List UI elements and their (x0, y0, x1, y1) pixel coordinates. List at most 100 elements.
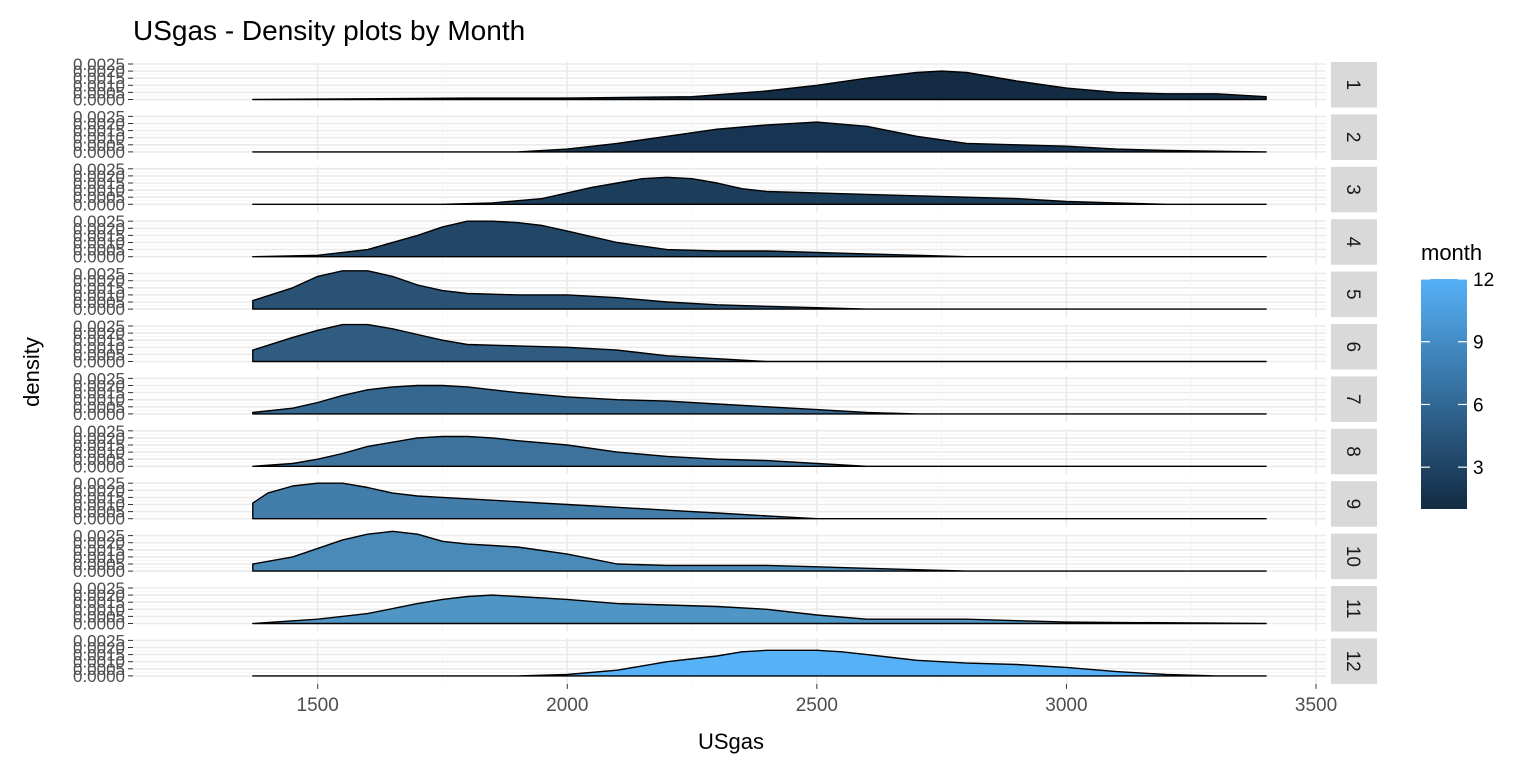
y-tick-label: 0.0005 (73, 345, 125, 364)
y-tick-label: 0.0025 (73, 422, 125, 441)
facet-strip (1331, 586, 1377, 632)
y-tick-label: 0.0020 (73, 324, 125, 343)
y-tick-label: 0.0010 (73, 496, 125, 515)
y-tick-label: 0.0025 (73, 107, 125, 126)
x-tick-label: 2500 (796, 695, 838, 716)
y-tick-label: 0.0020 (73, 377, 125, 396)
y-tick-label: 0.0005 (73, 607, 125, 626)
y-tick-label: 0.0025 (73, 212, 125, 231)
chart-title: USgas - Density plots by Month (133, 15, 525, 46)
facet-strip-label: 1 (1342, 79, 1363, 90)
facet-strip-label: 11 (1342, 599, 1363, 619)
facet-strip-label: 5 (1342, 289, 1363, 300)
density-area-month-10 (252, 530, 1267, 572)
y-tick-label: 0.0000 (73, 405, 125, 424)
y-tick-label: 0.0020 (73, 62, 125, 81)
y-tick-label: 0.0025 (73, 160, 125, 179)
y-tick-label: 0.0000 (73, 300, 125, 319)
facet-strip-label: 8 (1342, 446, 1363, 457)
y-tick-label: 0.0005 (73, 555, 125, 574)
facet-strip (1331, 324, 1377, 370)
y-tick-label: 0.0025 (73, 631, 125, 650)
y-tick-label: 0.0010 (73, 548, 125, 567)
legend-tick-label: 9 (1473, 333, 1484, 354)
y-tick-label: 0.0020 (73, 481, 125, 500)
y-tick-label: 0.0025 (73, 527, 125, 546)
y-tick-label: 0.0020 (73, 167, 125, 186)
legend-tick-label: 12 (1473, 270, 1494, 291)
y-tick-label: 0.0010 (73, 181, 125, 200)
facet-strip-label: 7 (1342, 394, 1363, 405)
facet-strip (1331, 219, 1377, 265)
y-tick-label: 0.0000 (73, 457, 125, 476)
y-tick-label: 0.0010 (73, 600, 125, 619)
y-tick-label: 0.0005 (73, 503, 125, 522)
density-area-month-5 (252, 270, 1267, 310)
y-tick-label: 0.0000 (73, 562, 125, 581)
x-axis-label: USgas (698, 729, 764, 754)
y-tick-label: 0.0005 (73, 293, 125, 312)
facet-strip (1331, 166, 1377, 213)
facet-strip-label: 9 (1342, 499, 1363, 510)
y-tick-label: 0.0010 (73, 653, 125, 672)
density-area-month-3 (252, 176, 1267, 205)
facet-strip (1331, 533, 1377, 580)
facet-panels: 0.00000.00050.00100.00150.00200.002510.0… (73, 55, 1377, 686)
y-tick-label: 0.0020 (73, 534, 125, 553)
y-tick-label: 0.0000 (73, 510, 125, 529)
y-tick-label: 0.0000 (73, 353, 125, 372)
y-tick-label: 0.0000 (73, 248, 125, 267)
y-tick-label: 0.0025 (73, 265, 125, 284)
y-tick-label: 0.0000 (73, 615, 125, 634)
y-tick-label: 0.0015 (73, 593, 125, 612)
legend-tick-label: 3 (1473, 458, 1484, 479)
facet-strip-label: 10 (1342, 546, 1363, 567)
facet-strip (1331, 62, 1377, 108)
x-tick-label: 3000 (1045, 695, 1087, 716)
facet-strip-label: 3 (1342, 184, 1363, 195)
y-tick-label: 0.0005 (73, 83, 125, 102)
y-tick-label: 0.0005 (73, 398, 125, 417)
y-tick-label: 0.0015 (73, 436, 125, 455)
y-tick-label: 0.0000 (73, 143, 125, 162)
density-area-month-6 (252, 323, 1267, 363)
density-area-month-7 (252, 384, 1267, 415)
y-tick-label: 0.0000 (73, 667, 125, 686)
y-tick-label: 0.0010 (73, 129, 125, 148)
density-area-month-1 (252, 70, 1267, 101)
y-tick-label: 0.0015 (73, 279, 125, 298)
facet-strip (1331, 638, 1377, 684)
x-axis: 1500 2000 2500 3000 3500 (297, 683, 1337, 716)
y-tick-label: 0.0005 (73, 241, 125, 260)
density-area-month-4 (252, 220, 1267, 258)
y-tick-label: 0.0005 (73, 450, 125, 469)
y-tick-label: 0.0010 (73, 443, 125, 462)
y-tick-label: 0.0015 (73, 122, 125, 141)
x-tick-label: 1500 (297, 695, 339, 716)
y-tick-label: 0.0020 (73, 272, 125, 291)
facet-strip (1331, 481, 1377, 527)
facet-strip-label: 4 (1342, 237, 1363, 248)
y-tick-label: 0.0020 (73, 429, 125, 448)
y-axis-label: density (19, 337, 44, 407)
y-tick-label: 0.0025 (73, 317, 125, 336)
y-tick-label: 0.0025 (73, 474, 125, 493)
y-tick-label: 0.0010 (73, 338, 125, 357)
density-area-month-2 (252, 121, 1267, 153)
y-tick-label: 0.0020 (73, 115, 125, 134)
y-tick-label: 0.0010 (73, 391, 125, 410)
y-tick-label: 0.0010 (73, 234, 125, 253)
y-tick-label: 0.0015 (73, 646, 125, 665)
facet-strip (1331, 114, 1377, 160)
density-area-month-9 (252, 482, 1267, 520)
y-tick-label: 0.0020 (73, 639, 125, 658)
